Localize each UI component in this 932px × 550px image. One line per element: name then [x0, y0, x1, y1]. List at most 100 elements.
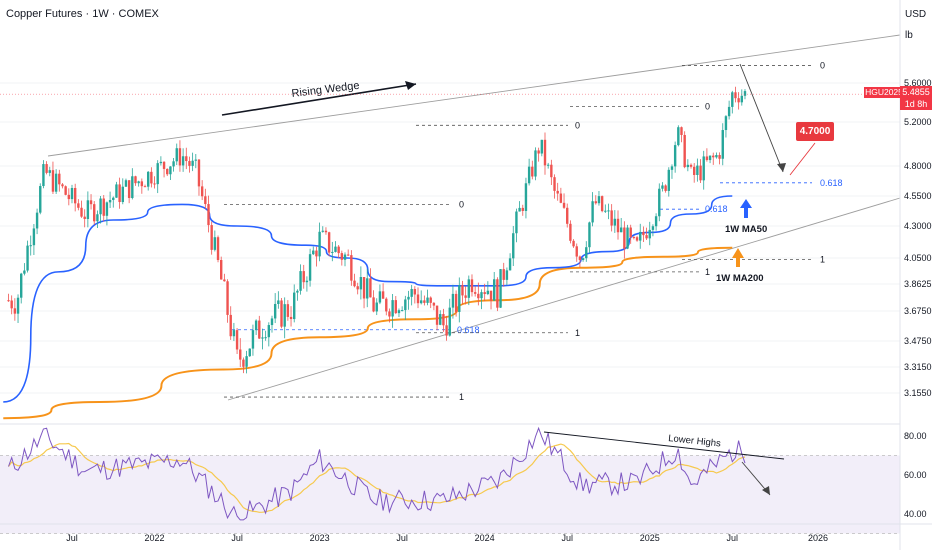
currency-label[interactable]: USD: [905, 9, 927, 20]
header-sep: ·: [85, 8, 93, 20]
candle-body: [51, 170, 55, 192]
candle-body: [327, 232, 331, 253]
price-tick-label: 3.4750: [904, 336, 932, 346]
candle-body: [566, 207, 569, 224]
candle-body: [712, 155, 715, 158]
candle-body: [651, 226, 655, 230]
time-axis[interactable]: Jul 2022 Jul 2023 Jul 2024 Jul 2025 Jul 2026: [0, 523, 932, 543]
candle-body: [261, 337, 264, 339]
candle-body: [419, 300, 423, 304]
time-tick-label: Jul: [396, 533, 408, 543]
candle-body: [10, 300, 13, 309]
candle-body: [220, 260, 223, 280]
fib-level-label: 0: [459, 199, 464, 209]
candle-body: [105, 202, 109, 216]
time-tick-label: 2024: [475, 533, 495, 543]
candle-body: [677, 127, 680, 146]
candle-body: [58, 173, 61, 185]
candle-body: [200, 186, 204, 197]
last-price-value: 5.4855: [902, 87, 930, 97]
ma50-up-arrow: [740, 199, 752, 218]
candle-body: [445, 325, 448, 336]
candle-body: [664, 185, 667, 191]
candle-body: [505, 270, 509, 280]
candle-body: [118, 184, 121, 203]
candle-body: [645, 235, 648, 239]
ma200-line: [3, 246, 733, 420]
fib-level-label: 0: [820, 60, 825, 70]
time-tick-label: 2023: [310, 533, 330, 543]
candle-body: [642, 231, 645, 236]
candle-body: [337, 246, 340, 254]
rising-wedge-lines: [47, 34, 901, 401]
candle-body: [559, 193, 563, 203]
candle-body: [439, 314, 442, 325]
price-tick-label: 3.3150: [904, 362, 932, 372]
candle-body: [48, 170, 51, 173]
candle-body: [372, 297, 375, 312]
candle-body: [683, 134, 686, 168]
candle-body: [581, 258, 585, 260]
symbol-name[interactable]: Copper Futures: [6, 8, 83, 20]
candle-body: [534, 150, 537, 177]
price-tick-label: 5.2000: [904, 117, 932, 127]
candle-body: [61, 184, 64, 187]
candle-body: [115, 184, 118, 198]
price-tick-label: 3.1550: [904, 388, 932, 398]
candle-body: [20, 273, 23, 298]
candle-body: [404, 299, 407, 311]
unit-label[interactable]: lb: [905, 30, 913, 41]
candle-body: [429, 297, 432, 303]
interval-label[interactable]: 1W: [92, 8, 109, 20]
last-price-badge: 5.4855 1d 8h: [900, 86, 932, 110]
candle-body: [96, 214, 99, 222]
candle-body: [489, 290, 493, 301]
candle-body: [426, 297, 429, 303]
candle-body: [124, 180, 128, 187]
candle-body: [423, 300, 426, 303]
candle-body: [270, 318, 274, 326]
candle-body: [156, 163, 159, 185]
candle-body: [191, 160, 194, 166]
candle-body: [45, 164, 48, 173]
candle-body: [207, 204, 210, 226]
fib-level-label: 1: [820, 254, 825, 264]
ma50-label: 1W MA50: [725, 224, 767, 235]
lower-highs-line: [543, 431, 785, 460]
candle-body: [153, 183, 156, 185]
candle-body: [464, 295, 467, 298]
price-tick-label: 4.8000: [904, 161, 932, 171]
fib-levels: 0 0 0 0 0.618 0.618 0.618 1 1 1 1: [224, 60, 843, 402]
candle-body: [150, 171, 153, 184]
candle-body: [635, 237, 639, 241]
candle-body: [210, 225, 213, 250]
fib-level-label: 0.618: [820, 178, 843, 188]
candle-body: [658, 188, 661, 217]
price-tick-label: 4.0500: [904, 253, 932, 263]
candle-body: [16, 297, 20, 314]
candle-body: [588, 222, 591, 248]
candle-body: [543, 139, 547, 166]
candle-body: [7, 300, 10, 302]
candle-body: [73, 187, 77, 204]
candle-body: [131, 176, 134, 199]
candle-body: [569, 223, 572, 241]
candle-body: [499, 269, 502, 308]
candle-body: [175, 148, 178, 162]
candle-body: [550, 164, 553, 178]
candle-body: [432, 302, 436, 306]
ma200-up-arrow: [732, 248, 744, 267]
candle-body: [594, 201, 597, 204]
projection-arrow: [739, 63, 784, 173]
fib-level-label: 0: [705, 101, 710, 111]
candle-body: [381, 291, 385, 299]
candle-body: [572, 240, 575, 247]
candle-body: [293, 292, 296, 320]
candle-body: [35, 212, 39, 229]
candle-body: [204, 196, 207, 205]
candle-body: [159, 161, 163, 164]
candle-body: [181, 156, 185, 166]
bar-countdown: 1d 8h: [904, 99, 928, 109]
candle-body: [458, 285, 461, 312]
